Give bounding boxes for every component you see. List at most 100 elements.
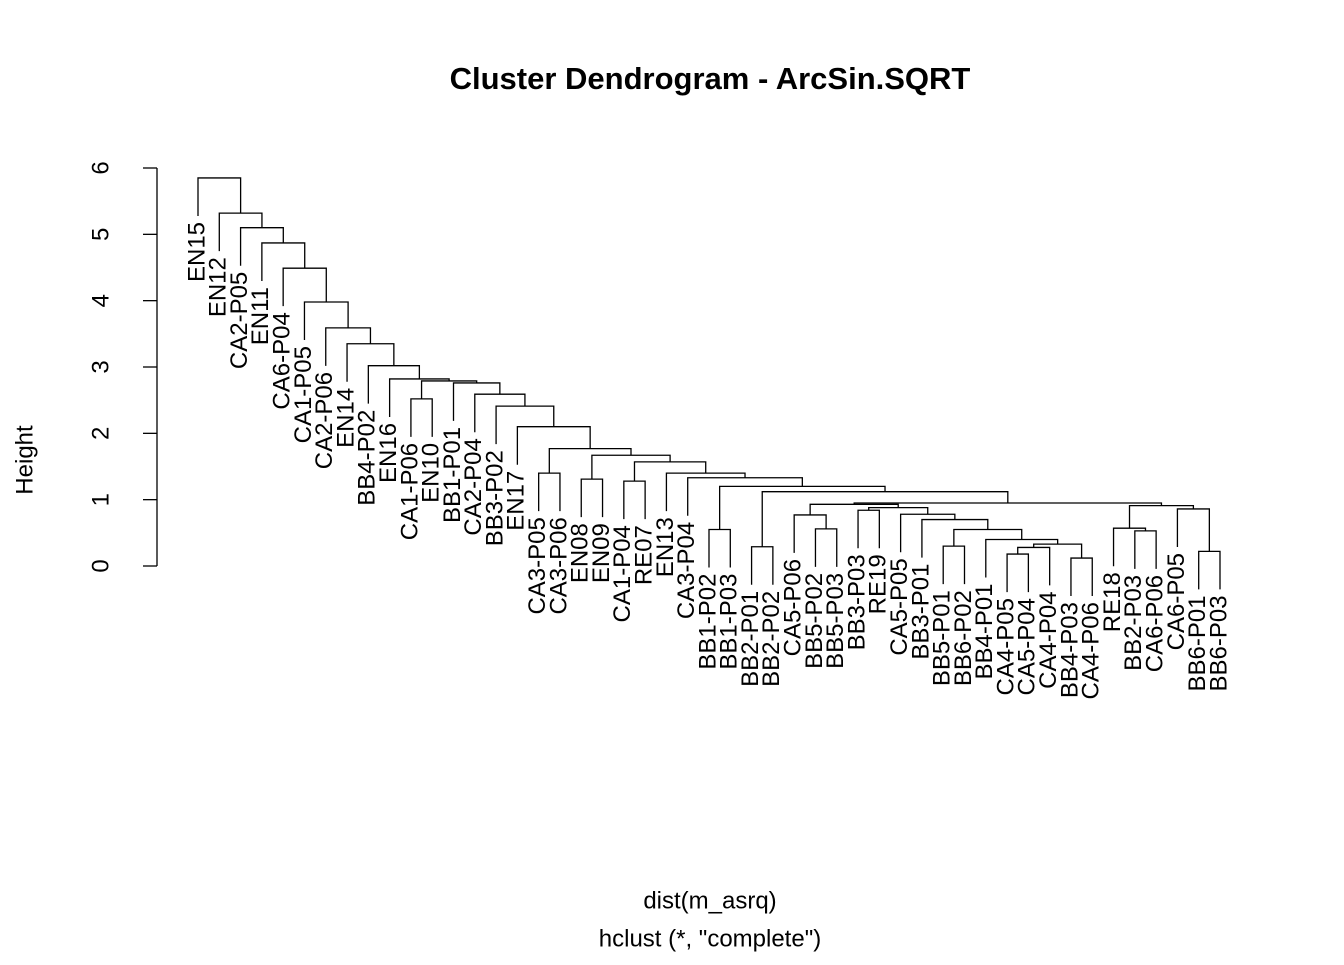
leaf-label: CA4-P05 [992,598,1019,695]
merge-link [548,447,632,474]
merge-link [516,426,591,465]
merge-link [1198,550,1221,590]
merge-link [1134,530,1157,569]
y-tick-label: 6 [87,161,114,174]
merge-link [218,212,263,252]
y-tick-label: 4 [87,294,114,307]
leaf-label: RE18 [1099,572,1126,632]
leaf-label: BB5-P01 [929,590,956,686]
merge-link [495,405,555,445]
merge-link [953,528,1023,547]
leaf-label: EN16 [375,423,402,483]
leaf-label: CA5-P05 [886,558,913,655]
merge-link [750,546,774,585]
leaf-label: CA1-P04 [609,525,636,622]
leaf-label: BB5-P02 [801,573,828,669]
leaf-label: CA6-P04 [269,312,296,409]
merge-link [420,380,478,399]
merge-link [452,382,501,421]
subtitle: hclust (*, "complete") [599,925,821,952]
y-tick-label: 0 [87,559,114,572]
leaf-label: BB1-P03 [716,574,743,670]
merge-link [814,528,838,567]
leaf-label: CA2-P06 [311,372,338,469]
leaf-label: EN14 [332,388,359,448]
leaf-label: CA3-P06 [545,517,572,614]
merge-link [1070,557,1093,597]
leaf-label: EN10 [418,443,445,503]
merge-link [282,267,327,307]
merge-link [1017,546,1051,586]
leaf-label: BB4-P01 [971,583,998,679]
merge-link [1006,553,1030,593]
merge-link [809,503,899,515]
leaf-label: BB2-P01 [737,591,764,687]
leaf-label: BB3-P01 [907,564,934,660]
y-tick-label: 5 [87,228,114,241]
merge-link [1033,543,1083,559]
merge-link [868,506,929,515]
y-tick-label: 2 [87,427,114,440]
leaf-label: RE07 [630,525,657,585]
leaf-label: BB2-P02 [758,591,785,687]
merge-link [623,480,646,520]
merge-link [942,545,966,585]
leaf-label: CA2-P05 [226,272,253,369]
leaf-label: BB3-P02 [481,450,508,546]
merge-link [921,518,989,558]
leaf-label: CA5-P04 [1014,598,1041,695]
leaf-label: CA3-P04 [673,522,700,619]
merge-link [761,491,1009,547]
leaf-label: BB4-P03 [1056,602,1083,698]
leaf-label: EN12 [205,257,232,317]
leaf-label: CA5-P06 [780,559,807,656]
y-tick-label: 1 [87,493,114,506]
merge-link [261,242,306,281]
leaf-label: EN08 [567,523,594,583]
leaf-label: BB4-P02 [354,410,381,506]
merge-link [346,343,395,382]
merge-link [325,327,372,366]
leaf-label: BB6-P01 [1184,595,1211,691]
merge-link [538,472,561,512]
merge-link [367,365,421,404]
merge-link [591,454,671,480]
merge-link [580,478,604,518]
leaf-label: EN15 [183,222,210,282]
leaf-label: CA6-P06 [1141,575,1168,672]
leaf-label: BB5-P03 [822,573,849,669]
leaf-label: EN13 [652,517,679,577]
merge-link [793,514,827,553]
merge-link [853,502,1163,506]
y-tick-label: 3 [87,360,114,373]
leaf-label: CA6-P05 [1163,553,1190,650]
leaf-label: CA2-P04 [460,438,487,535]
merge-link [718,485,886,530]
merge-link [1128,504,1195,529]
leaf-label: CA1-P05 [290,346,317,443]
leaf-label: BB6-P03 [1205,595,1232,691]
merge-link [388,378,450,417]
leaf-label: CA4-P04 [1035,591,1062,688]
merge-link [410,398,433,437]
merge-link [985,538,1059,578]
leaf-label: BB1-P02 [694,574,721,670]
leaf-label: CA4-P06 [1078,602,1105,699]
leaf-label: CA3-P05 [524,517,551,614]
leaf-label: BB3-P03 [843,554,870,650]
merge-link [474,393,526,433]
merge-link [633,461,707,482]
leaf-label: EN09 [588,523,615,583]
leaf-label: CA1-P06 [396,443,423,540]
merge-link [687,477,803,516]
leaf-label: EN17 [503,471,530,531]
x-axis-label: dist(m_asrq) [643,887,776,914]
leaf-label: BB1-P01 [439,427,466,523]
leaf-label: BB6-P02 [950,590,977,686]
leaf-label: RE19 [865,554,892,614]
y-axis-label: Height [11,425,38,495]
merge-link [197,177,242,216]
leaf-label: EN11 [247,287,274,345]
leaf-label: BB2-P03 [1120,575,1147,671]
